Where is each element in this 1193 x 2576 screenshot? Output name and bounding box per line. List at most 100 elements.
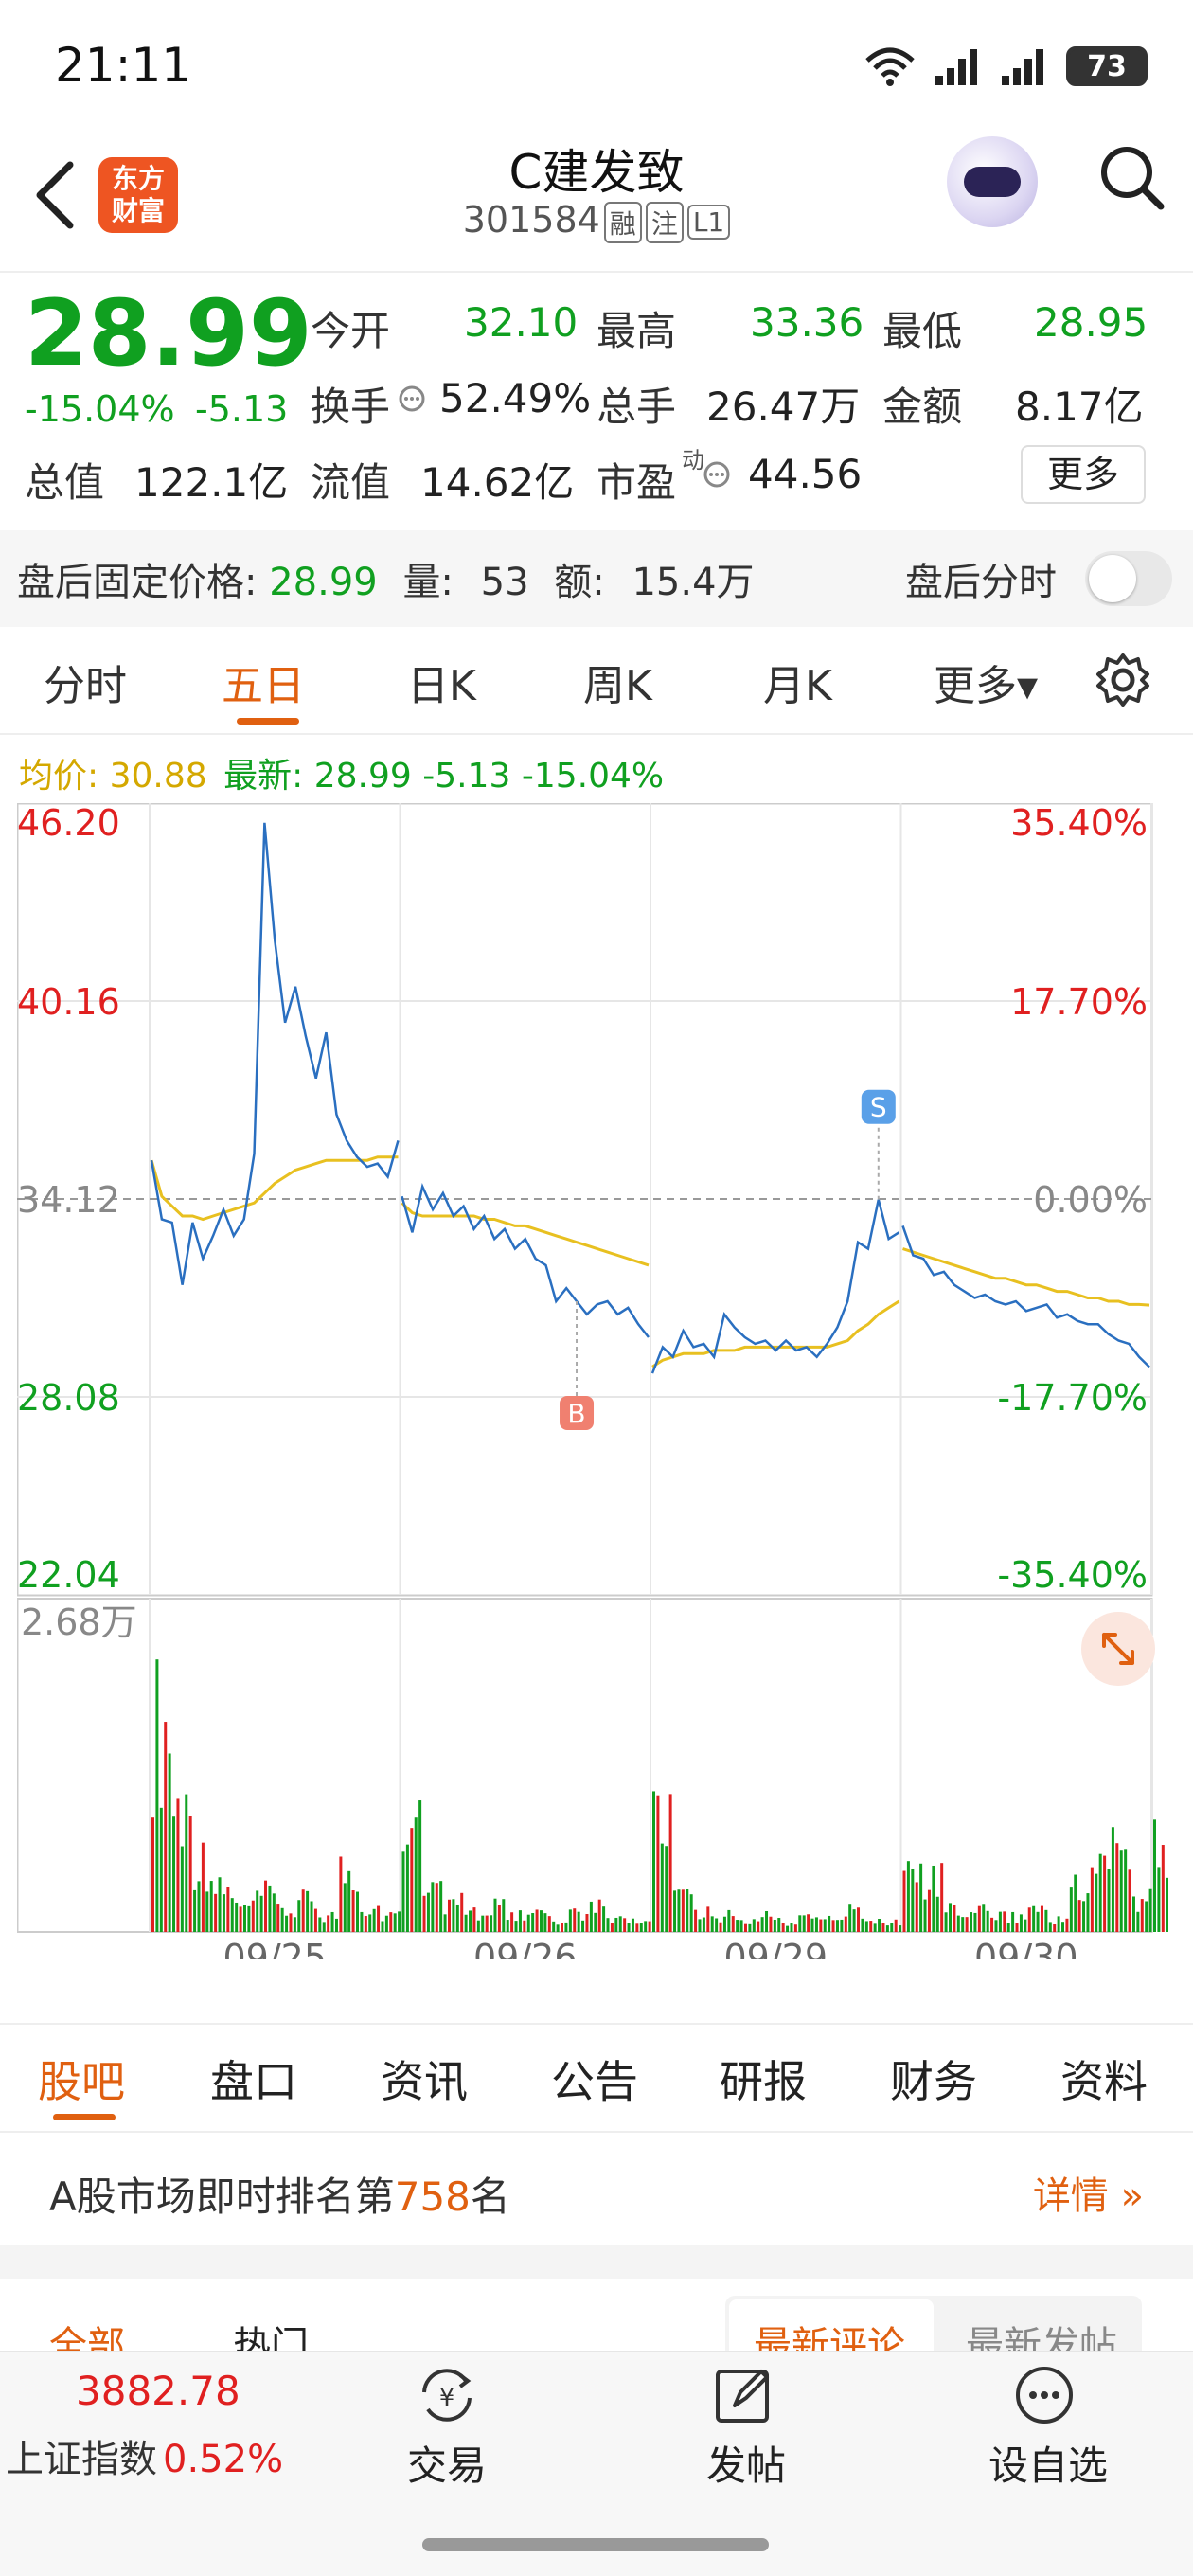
- volume-bar: [185, 1794, 188, 1932]
- volume-bar: [389, 1912, 393, 1932]
- volume-bar: [861, 1918, 864, 1932]
- nav-post[interactable]: 发帖: [706, 2442, 787, 2489]
- nav-trade[interactable]: 交易: [407, 2442, 488, 2489]
- volume-bar: [256, 1890, 259, 1932]
- volume-bar: [151, 1817, 154, 1932]
- add-watchlist-icon[interactable]: [1011, 2364, 1077, 2426]
- volume-bar: [293, 1917, 296, 1932]
- turnover-value: 52.49%: [439, 375, 592, 421]
- volume-bar: [1082, 1901, 1086, 1932]
- tab-guba[interactable]: 股吧: [38, 2056, 125, 2107]
- low-label: 最低: [882, 308, 963, 354]
- after-amt-label: 额:: [554, 561, 605, 604]
- volume-bar: [781, 1923, 785, 1932]
- volume-bar: [689, 1894, 693, 1932]
- amount-value: 8.17亿: [1015, 384, 1144, 430]
- expand-chart-button[interactable]: [1081, 1612, 1155, 1686]
- volume-bar: [472, 1907, 476, 1932]
- tabs-divider: [0, 733, 1193, 735]
- volume-bar: [197, 1881, 201, 1932]
- volume-bar: [623, 1918, 627, 1932]
- volume-bar: [681, 1889, 685, 1932]
- volume-bar: [911, 1869, 915, 1932]
- amount-label: 金额: [882, 384, 963, 430]
- rank-detail-link[interactable]: 详情 »: [1032, 2174, 1144, 2218]
- low-value: 28.95: [1034, 299, 1148, 346]
- volume-bar: [1131, 1896, 1135, 1932]
- volume-bar: [970, 1912, 973, 1932]
- volume-bar: [276, 1904, 280, 1932]
- high-value: 33.36: [750, 299, 864, 346]
- info-icon[interactable]: [398, 385, 426, 413]
- back-icon[interactable]: [28, 159, 81, 231]
- y-tick-right: -17.70%: [997, 1377, 1148, 1419]
- volume-bar: [410, 1828, 414, 1932]
- volume-bar: [1069, 1887, 1073, 1932]
- volume-bar: [736, 1920, 739, 1932]
- volume-bar: [790, 1923, 793, 1932]
- volume-bar: [180, 1846, 184, 1932]
- status-icons: 73: [864, 45, 1148, 87]
- x-tick-label: 09/30: [974, 1937, 1078, 1959]
- volume-bar: [869, 1921, 873, 1932]
- more-button[interactable]: 更多: [1021, 445, 1146, 504]
- volume-bar: [443, 1914, 447, 1932]
- stock-code-line: 301584 融注 L1: [0, 199, 1193, 243]
- expand-icon: [1102, 1633, 1134, 1665]
- volume-bar: [878, 1919, 881, 1932]
- volume-bar: [497, 1905, 501, 1932]
- volume-bar: [1115, 1843, 1119, 1932]
- volume-bar: [426, 1892, 430, 1932]
- volume-bar: [885, 1925, 889, 1932]
- tab-weekly-k[interactable]: 周K: [583, 662, 652, 710]
- volume-bar: [706, 1906, 710, 1932]
- nav-watch[interactable]: 设自选: [988, 2442, 1109, 2489]
- volume-bar: [523, 1920, 526, 1932]
- index-info[interactable]: 上证指数 0.52%: [6, 2428, 283, 2483]
- volume-bar: [1136, 1911, 1140, 1932]
- volume-bar: [648, 1921, 651, 1932]
- volume-bar: [719, 1922, 722, 1932]
- volume-bar: [272, 1893, 276, 1932]
- pe-info-icon[interactable]: [703, 460, 731, 489]
- pe-superscript: 动: [682, 447, 704, 474]
- volume-bar: [757, 1921, 760, 1932]
- volume-bar: [857, 1907, 861, 1932]
- volume-bar: [1044, 1909, 1048, 1932]
- pe-label: 市盈: [596, 459, 677, 506]
- y-tick-left: 40.16: [17, 981, 120, 1023]
- signal-icon: [935, 49, 977, 85]
- volume-bar: [330, 1911, 334, 1932]
- tab-monthly-k[interactable]: 月K: [763, 662, 832, 710]
- after-vol: 53: [480, 561, 529, 604]
- trade-icon[interactable]: ¥: [413, 2364, 481, 2426]
- volume-bar: [890, 1923, 894, 1932]
- volume-bar: [556, 1924, 560, 1932]
- settings-gear-icon[interactable]: [1093, 650, 1153, 710]
- tab-news[interactable]: 资讯: [381, 2056, 468, 2107]
- tab-five-day[interactable]: 五日: [222, 662, 305, 710]
- post-edit-icon[interactable]: [712, 2364, 776, 2426]
- tab-daily-k[interactable]: 日K: [407, 662, 476, 710]
- volume-bar: [627, 1923, 631, 1932]
- volume-bar: [614, 1917, 618, 1932]
- volume-bar: [902, 1870, 906, 1932]
- tab-intraday[interactable]: 分时: [44, 662, 127, 710]
- volume-bar: [765, 1910, 769, 1932]
- tab-pankou[interactable]: 盘口: [210, 2056, 297, 2107]
- tab-more[interactable]: 更多▾: [934, 662, 1039, 710]
- five-day-chart[interactable]: 46.20 35.40% 40.16 17.70% 34.12 0.00% 28.08 -17…: [17, 803, 1168, 1959]
- volume-bar: [1027, 1907, 1031, 1932]
- tab-announcements[interactable]: 公告: [551, 2056, 638, 2107]
- tab-research[interactable]: 研报: [720, 2056, 807, 2107]
- battery-icon: 73: [1066, 46, 1148, 86]
- volume-bar: [339, 1856, 343, 1932]
- search-icon[interactable]: [1096, 142, 1168, 214]
- index-value[interactable]: 3882.78: [76, 2368, 240, 2414]
- tab-finance[interactable]: 财务: [890, 2056, 977, 2107]
- volume-bar: [668, 1794, 672, 1932]
- sell-marker-label: S: [870, 1092, 887, 1123]
- turnover-label: 换手: [311, 384, 391, 430]
- volume-bar: [760, 1917, 764, 1932]
- tab-profile[interactable]: 资料: [1060, 2056, 1148, 2107]
